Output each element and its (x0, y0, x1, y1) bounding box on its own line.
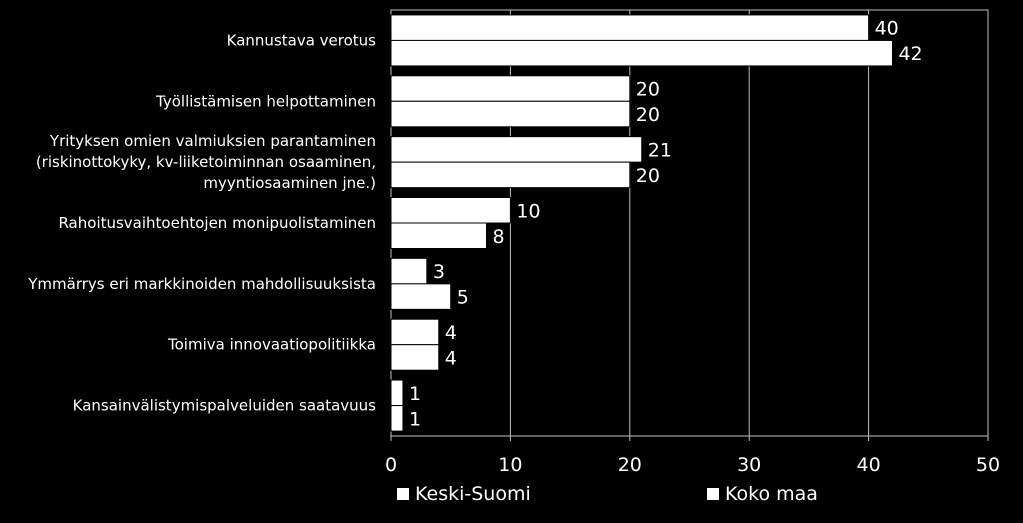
bar-keski-suomi (390, 136, 643, 163)
legend-label-keski-suomi: Keski-Suomi (415, 483, 531, 505)
bar-keski-suomi (390, 14, 870, 41)
data-label: 1 (409, 383, 421, 405)
x-tick-label: 10 (498, 454, 522, 476)
legend-swatch-koko-maa (707, 488, 719, 500)
x-tick-label: 40 (857, 454, 881, 476)
data-label: 5 (457, 287, 469, 309)
bar-koko-maa (390, 39, 893, 67)
data-label: 4 (445, 322, 457, 344)
data-label: 3 (433, 261, 445, 283)
category-label: Toimiva innovaatiopolitiikka (167, 336, 376, 354)
bar-koko-maa (390, 222, 488, 249)
bar-keski-suomi (390, 379, 404, 407)
category-label: Kannustava verotus (227, 31, 377, 49)
bar-koko-maa (390, 161, 631, 189)
legend-swatch-keski-suomi (397, 488, 409, 500)
data-label: 40 (875, 18, 899, 40)
x-tick-label: 20 (618, 454, 642, 476)
data-label: 20 (636, 79, 660, 101)
x-tick-label: 50 (976, 454, 1000, 476)
bar-keski-suomi (390, 75, 631, 102)
bar-keski-suomi (390, 318, 440, 346)
category-label: Yrityksen omien valmiuksien parantaminen… (36, 132, 376, 192)
bar-koko-maa (390, 344, 440, 371)
data-label: 1 (409, 408, 421, 430)
data-label: 42 (898, 43, 922, 65)
data-label: 4 (445, 347, 457, 369)
data-label: 8 (493, 226, 505, 248)
category-label: Kansainvälistymispalveluiden saatavuus (73, 397, 377, 415)
category-label: Työllistämisen helpottaminen (155, 92, 376, 110)
data-label: 10 (516, 200, 540, 222)
x-tick-label: 30 (737, 454, 761, 476)
bar-koko-maa (390, 405, 404, 432)
bar-keski-suomi (390, 257, 428, 285)
data-label: 20 (636, 104, 660, 126)
bar-koko-maa (390, 100, 631, 128)
data-label: 21 (648, 139, 672, 161)
legend-item-koko-maa: Koko maa (707, 483, 818, 505)
category-label: Ymmärrys eri markkinoiden mahdollisuuksi… (27, 275, 376, 293)
legend-label-koko-maa: Koko maa (725, 483, 818, 505)
bar-koko-maa (390, 283, 452, 310)
data-label: 20 (636, 165, 660, 187)
x-tick-label: 0 (385, 454, 397, 476)
bar-keski-suomi (390, 197, 511, 224)
category-label: Rahoitusvaihtoehtojen monipuolistaminen (58, 214, 376, 232)
legend-item-keski-suomi: Keski-Suomi (397, 483, 531, 505)
